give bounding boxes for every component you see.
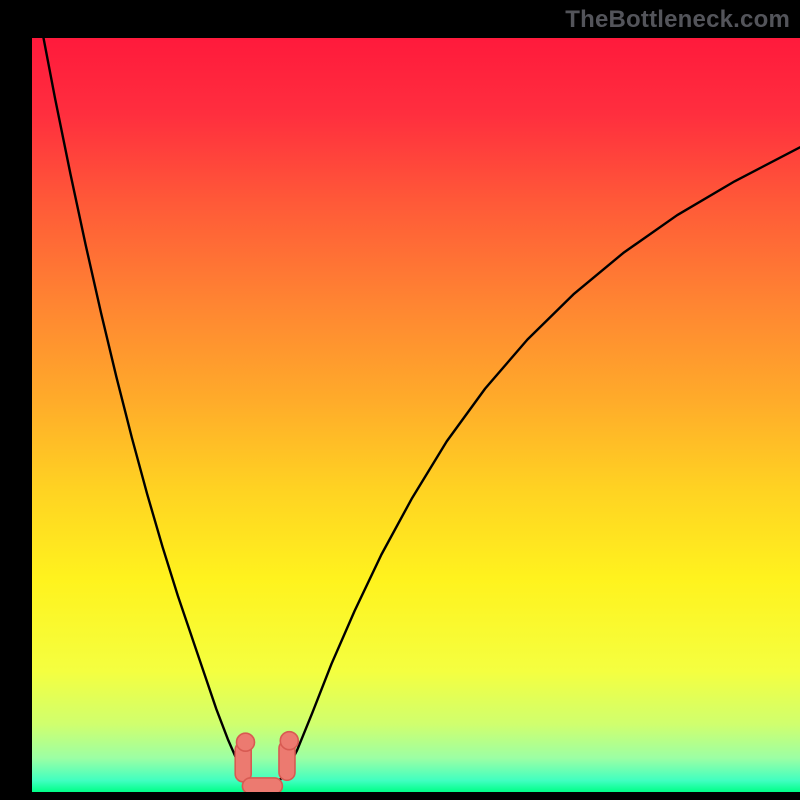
gradient-background	[32, 38, 800, 792]
marker-4	[280, 732, 298, 750]
watermark-text: TheBottleneck.com	[565, 6, 790, 34]
plot-area	[32, 38, 800, 792]
plot-svg	[32, 38, 800, 792]
marker-2	[242, 778, 282, 792]
chart-frame: TheBottleneck.com	[0, 0, 800, 800]
marker-1	[237, 733, 255, 751]
